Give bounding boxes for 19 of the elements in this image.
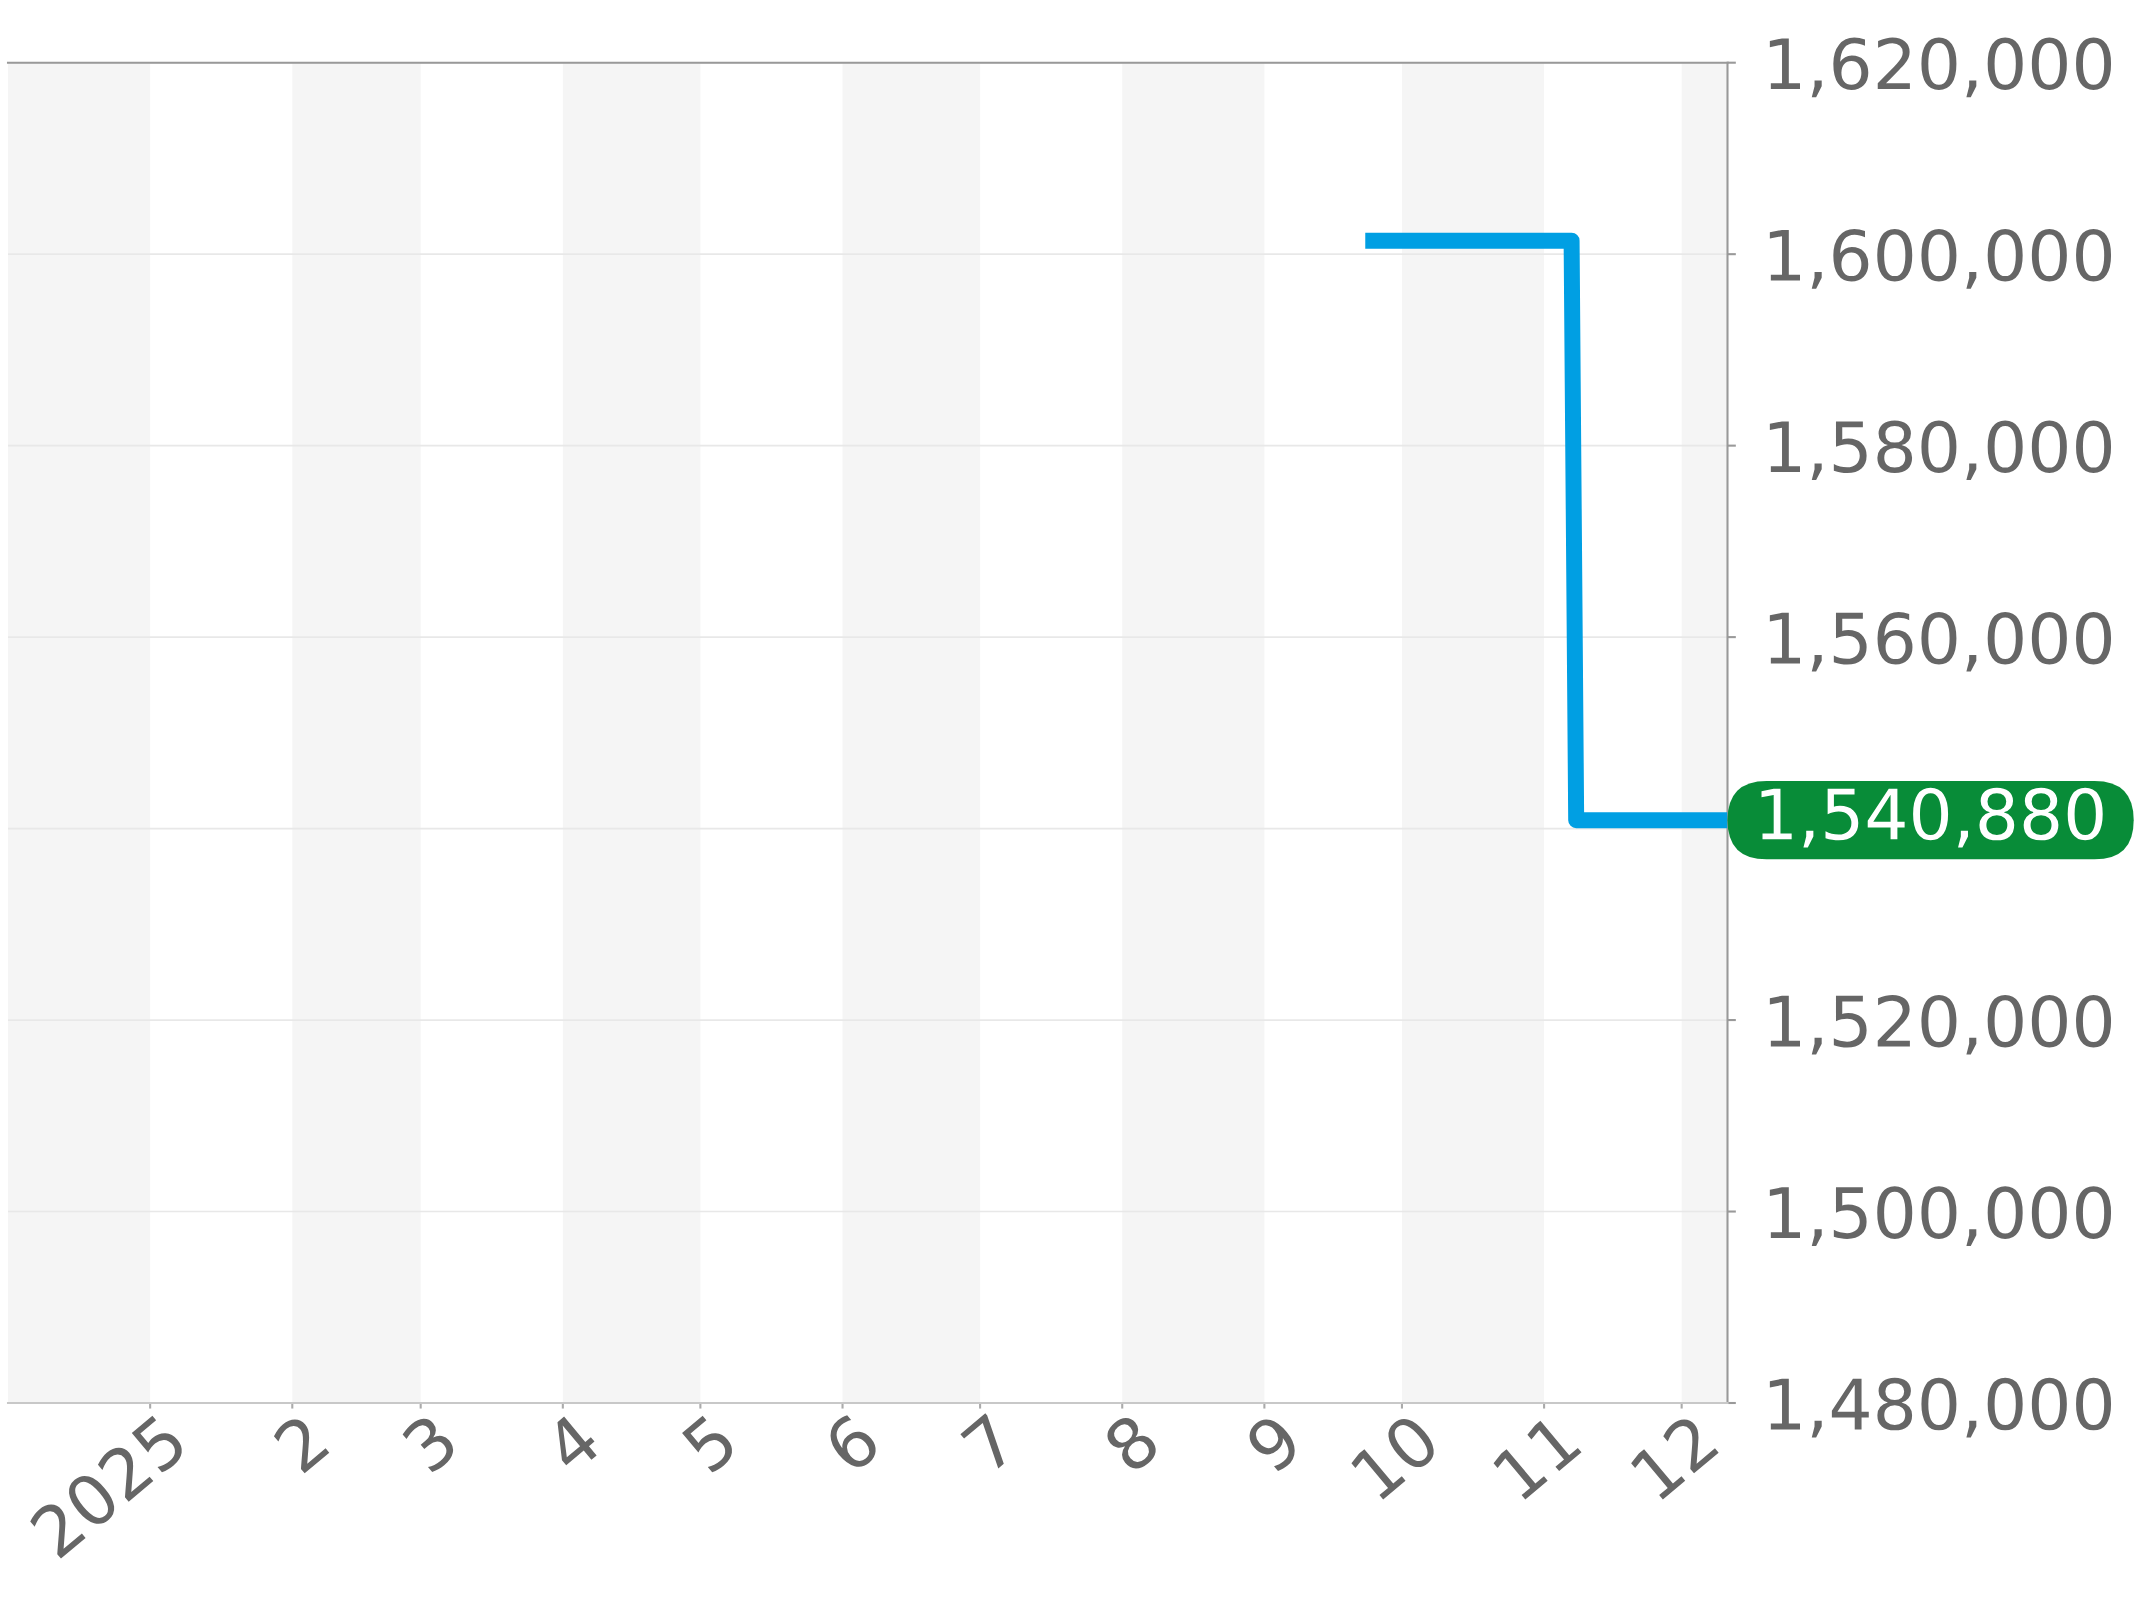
annotation: 1,540,880 — [1761, 787, 2103, 848]
x-tick-label: 2 — [271, 1413, 330, 1474]
y-tick-label: 1,520,000 — [1769, 994, 2112, 1055]
x-tick-label: 4 — [541, 1411, 603, 1475]
y-tick-label: 1,620,000 — [1769, 37, 2112, 98]
x-tick-label: 8 — [1101, 1411, 1162, 1475]
x-tick-label: 12 — [1628, 1413, 1719, 1501]
x-tick-label: 5 — [680, 1413, 739, 1474]
x-tick-label: 3 — [400, 1412, 460, 1474]
y-tick-label: 1,560,000 — [1769, 611, 2112, 672]
x-tick-label: 10 — [1349, 1411, 1442, 1501]
x-tick-label: 6 — [821, 1411, 883, 1475]
y-tick-label: 1,600,000 — [1769, 229, 2112, 289]
x-tick-label: 9 — [1243, 1411, 1304, 1475]
y-tick-label: 1,580,000 — [1769, 420, 2112, 481]
y-tick-label: 1,500,000 — [1769, 1186, 2112, 1246]
x-tick-label: 7 — [960, 1413, 1018, 1473]
y-tick-label: 1,480,000 — [1769, 1377, 2112, 1438]
x-tick-label: 11 — [1492, 1413, 1582, 1501]
